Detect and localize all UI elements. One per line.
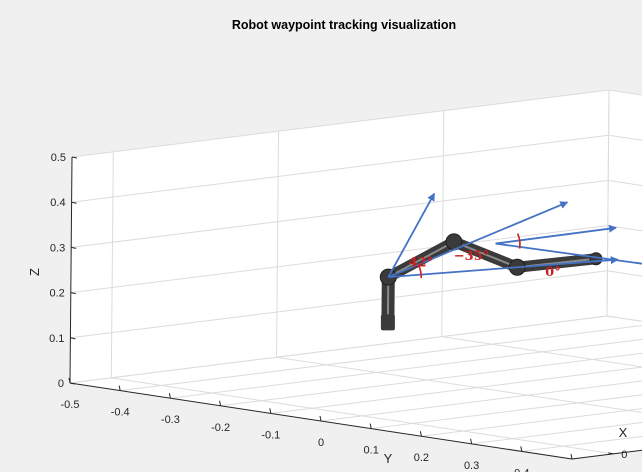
y-tick-label: -0.3 xyxy=(161,414,180,426)
z-axis-line xyxy=(69,156,73,384)
grid-lines xyxy=(69,89,642,460)
arrow xyxy=(495,224,617,245)
y-tick-label: 0.4 xyxy=(514,467,529,472)
x-tick-mark xyxy=(608,452,614,455)
angle-label: −35° xyxy=(454,249,489,264)
grid-line-z-left xyxy=(70,270,608,339)
z-tick-label: 0 xyxy=(58,378,64,390)
z-tick-mark xyxy=(70,292,76,295)
angle-arc xyxy=(516,233,521,249)
grid-line-y-floor xyxy=(120,324,642,392)
y-tick-mark xyxy=(118,385,121,391)
left-wall-pane xyxy=(70,90,609,383)
grid-line-x-wall xyxy=(441,110,445,337)
z-tick-label: 0.2 xyxy=(50,288,65,300)
floor-pane xyxy=(70,316,642,459)
robot-link-highlight xyxy=(387,240,455,279)
z-tick-mark xyxy=(70,337,76,340)
angle-label: 0° xyxy=(545,265,561,280)
y-tick-label: 0 xyxy=(318,437,324,449)
y-tick-mark xyxy=(269,408,272,414)
y-tick-label: -0.1 xyxy=(261,429,280,441)
angle-label: 42° xyxy=(408,256,433,271)
angle-annotations: 42° −35° 0° xyxy=(408,233,561,280)
z-tick-mark xyxy=(69,382,76,385)
grid-line-x-wall xyxy=(110,151,114,378)
z-tick-label: 0.5 xyxy=(51,152,66,164)
y-tick-mark xyxy=(219,400,222,406)
z-tick-mark xyxy=(71,246,77,249)
z-tick-label: 0.3 xyxy=(50,242,65,254)
y-tick-label: 0.2 xyxy=(414,452,429,464)
z-tick-mark xyxy=(71,156,78,159)
robot-base xyxy=(380,314,395,331)
grid-line-y-floor xyxy=(320,380,642,422)
y-tick-mark xyxy=(570,453,573,460)
grid-line-y-floor xyxy=(421,408,642,437)
y-tick-mark xyxy=(470,438,473,444)
y-tick-label: -0.4 xyxy=(111,407,130,419)
y-tick-mark xyxy=(369,423,372,429)
grid-line-y-floor xyxy=(270,366,642,414)
y-tick-label: 0.3 xyxy=(464,460,479,472)
y-tick-label: 0.1 xyxy=(364,445,379,457)
tick-labels: -0.5 -0.4 -0.3 -0.2 -0.1 0 0.1 0.2 0.3 0.4 0.5 0 0.2… xyxy=(49,152,627,472)
grid-line-z-left xyxy=(69,315,608,384)
chart-title: Robot waypoint tracking visualization xyxy=(232,18,456,32)
grid-line-y-floor xyxy=(220,352,642,407)
z-tick-label: 0.4 xyxy=(50,197,65,209)
y-tick-mark xyxy=(419,431,422,437)
grid-line-y-floor xyxy=(521,435,642,452)
grid-line-y-floor xyxy=(170,338,642,399)
y-axis-label: Y xyxy=(384,451,393,466)
y-tick-label: -0.2 xyxy=(211,422,230,434)
grid-line-z-left xyxy=(71,179,609,248)
robot-arm xyxy=(379,233,603,331)
y-tick-mark xyxy=(68,377,71,384)
grid-line-z-left xyxy=(71,89,610,158)
grid-line-y-floor xyxy=(371,394,642,430)
y-tick-mark xyxy=(168,393,171,399)
axis-lines xyxy=(68,156,642,460)
x-tick-label: 0 xyxy=(621,449,627,461)
grid-line-z-left xyxy=(71,134,609,203)
arrow xyxy=(387,192,436,278)
z-tick-label: 0.1 xyxy=(49,333,64,345)
grid-line-x-floor xyxy=(441,336,642,368)
grid-line-y-wall xyxy=(606,89,610,317)
y-tick-mark xyxy=(319,415,322,422)
y-tick-label: -0.5 xyxy=(61,399,80,411)
grid-line-y-floor xyxy=(471,422,642,445)
grid-line-x-wall xyxy=(276,131,280,358)
angle-arc xyxy=(417,263,423,279)
z-tick-mark xyxy=(71,201,77,204)
arrow xyxy=(495,242,642,265)
x-axis-label: X xyxy=(619,425,628,440)
arrow xyxy=(388,256,619,279)
y-tick-mark xyxy=(520,446,523,452)
z-axis-label: Z xyxy=(27,268,42,276)
